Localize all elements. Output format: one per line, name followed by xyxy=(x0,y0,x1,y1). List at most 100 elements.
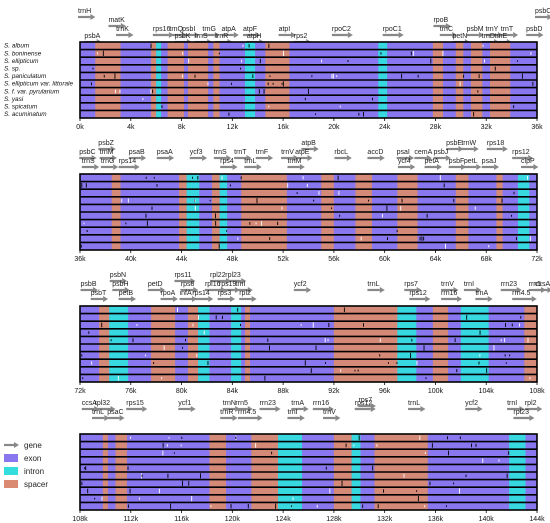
variation-mark xyxy=(182,51,184,56)
gene-label: trnN xyxy=(223,400,236,407)
gene-label: trnL xyxy=(92,409,104,416)
gene-label: trnT xyxy=(234,149,247,156)
gene-label: psbD xyxy=(526,26,542,33)
variation-mark xyxy=(527,175,529,180)
variation-mark xyxy=(269,75,271,77)
variation-mark xyxy=(145,354,147,357)
gene-label: rps14 xyxy=(192,290,210,297)
variation-mark xyxy=(221,315,223,320)
variation-mark xyxy=(529,236,531,241)
gene-arrowhead xyxy=(303,406,309,412)
variation-mark xyxy=(215,221,217,226)
alignment-frame xyxy=(79,305,538,383)
gene-arrowhead xyxy=(241,278,247,284)
variation-mark xyxy=(387,237,388,241)
alignment-frame xyxy=(79,433,538,511)
gene-label: trnL xyxy=(367,281,379,288)
variation-mark xyxy=(263,89,265,94)
variation-mark xyxy=(86,229,88,233)
variation-mark xyxy=(81,182,83,188)
variation-mark xyxy=(267,338,269,342)
gene-label: ycf3 xyxy=(190,149,203,156)
gene-label: rpoC2 xyxy=(332,26,351,33)
variation-mark xyxy=(207,82,209,86)
variation-mark xyxy=(324,338,326,343)
variation-mark xyxy=(310,368,312,373)
gene-arrowhead xyxy=(134,164,140,170)
gene-arrowhead xyxy=(256,164,262,170)
gene-label: psbT xyxy=(91,290,107,297)
gene-arrowhead xyxy=(528,155,534,161)
gene-label: petN xyxy=(452,33,467,40)
variation-mark xyxy=(142,97,144,101)
axis-tick-label: 96k xyxy=(379,388,391,395)
gene-label: trnY xyxy=(485,26,498,33)
gene-arrowhead xyxy=(214,32,220,38)
gene-arrowhead xyxy=(458,146,464,152)
axis-tick-label: 144k xyxy=(529,516,545,523)
gene-label: petD xyxy=(148,281,163,288)
variation-mark xyxy=(445,505,447,508)
variation-mark xyxy=(188,481,190,486)
gene-label: trnA xyxy=(475,290,488,297)
variation-mark xyxy=(146,220,148,226)
variation-mark xyxy=(509,354,511,357)
gene-arrowhead xyxy=(257,415,263,421)
variation-mark xyxy=(191,495,193,502)
variation-mark xyxy=(229,184,231,187)
variation-mark xyxy=(518,323,520,327)
variation-mark xyxy=(292,497,294,501)
gene-label: trnI xyxy=(287,409,297,416)
variation-mark xyxy=(445,243,446,249)
variation-mark xyxy=(85,466,87,471)
legend-label: gene xyxy=(24,441,42,450)
gene-label: ycf2 xyxy=(294,281,307,288)
variation-mark xyxy=(281,82,283,85)
variation-mark xyxy=(493,345,495,351)
gene-arrowhead xyxy=(119,415,125,421)
axis-tick-label: 72k xyxy=(531,256,543,263)
gene-arrowhead xyxy=(538,32,544,38)
variation-mark xyxy=(264,375,266,381)
variation-mark xyxy=(139,497,140,500)
variation-mark xyxy=(341,480,343,487)
variation-mark xyxy=(358,435,360,441)
species-label: S. ellipticum xyxy=(4,58,39,65)
gene-arrowhead xyxy=(160,287,166,293)
gene-label: trnV xyxy=(441,281,454,288)
variation-mark xyxy=(362,504,364,508)
variation-mark xyxy=(145,213,147,218)
variation-mark xyxy=(152,89,154,94)
gene-label: matK xyxy=(108,17,125,24)
variation-mark xyxy=(82,377,84,380)
variation-mark xyxy=(151,206,153,210)
gene-arrowhead xyxy=(513,32,519,38)
variation-mark xyxy=(363,323,364,327)
gene-label: infA xyxy=(180,290,192,297)
gene-label: rrn5 xyxy=(235,400,248,407)
gene-arrowhead xyxy=(172,296,178,302)
axis-tick-label: 8k xyxy=(178,124,186,131)
axis-tick-label: 112k xyxy=(123,516,138,523)
gene-arrowhead xyxy=(497,32,503,38)
variation-mark xyxy=(421,236,423,241)
variation-mark xyxy=(343,307,345,313)
variation-mark xyxy=(417,496,419,502)
variation-mark xyxy=(511,323,513,327)
variation-mark xyxy=(511,214,512,217)
gene-arrowhead xyxy=(103,296,109,302)
variation-mark xyxy=(198,315,199,320)
variation-mark xyxy=(439,175,441,181)
variation-mark xyxy=(209,199,211,202)
variation-mark xyxy=(416,360,418,366)
gene-label: trnS xyxy=(214,149,227,156)
variation-mark xyxy=(345,443,347,448)
variation-mark xyxy=(372,465,374,471)
variation-mark xyxy=(85,183,87,188)
variation-mark xyxy=(423,345,425,351)
gene-arrowhead xyxy=(461,164,467,170)
variation-mark xyxy=(338,191,340,195)
gene-label: trnR xyxy=(220,409,233,416)
variation-mark xyxy=(230,82,232,85)
